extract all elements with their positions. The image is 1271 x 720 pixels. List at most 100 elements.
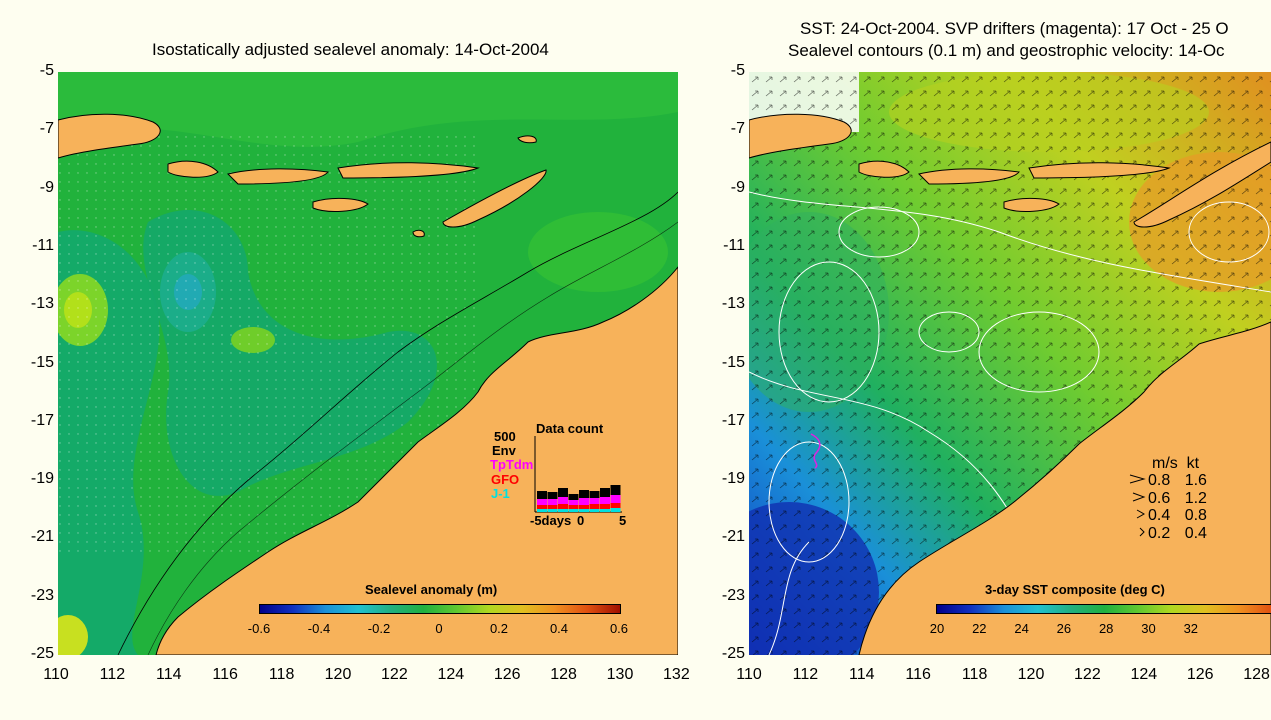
sst-colorbar-tick: 26 bbox=[1056, 621, 1072, 636]
data-count-bar bbox=[600, 497, 610, 504]
data-count-bar bbox=[589, 498, 600, 504]
left-x-tick: 126 bbox=[493, 666, 521, 683]
data-count-bar bbox=[547, 509, 558, 512]
data-count-bar bbox=[537, 505, 547, 509]
data-count-bar bbox=[547, 505, 558, 509]
flores-island bbox=[337, 162, 480, 179]
speed-kt-value: 0.4 bbox=[1180, 524, 1207, 542]
speed-ms-value: 0.4 bbox=[1148, 507, 1171, 524]
data-count-bar bbox=[568, 505, 579, 509]
left-y-tick: -9 bbox=[39, 178, 54, 196]
sealevel-colorbar-tick: 0.4 bbox=[549, 621, 569, 636]
data-count-bar bbox=[537, 499, 547, 505]
shelf-contour bbox=[117, 191, 678, 655]
timor-island-right bbox=[1133, 141, 1271, 228]
left-x-tick: 114 bbox=[156, 666, 182, 683]
speed-ms-value: 0.8 bbox=[1148, 472, 1171, 489]
left-y-tick: -23 bbox=[30, 586, 54, 604]
sealevel-colorbar-tick: 0 bbox=[435, 621, 443, 636]
sealevel-contours bbox=[749, 191, 1271, 655]
right-y-tick: -15 bbox=[721, 353, 745, 371]
left-x-tick: 120 bbox=[324, 666, 352, 683]
speed-legend-row: 0.6 1.2 bbox=[1128, 490, 1207, 508]
left-x-tick: 130 bbox=[606, 666, 634, 683]
islands-right bbox=[858, 160, 1171, 212]
left-x-tick: 110 bbox=[43, 666, 69, 683]
data-count-bar bbox=[547, 492, 558, 499]
right-x-tick: 126 bbox=[1186, 666, 1214, 683]
data-count-bars bbox=[534, 436, 622, 513]
sealevel-colorbar bbox=[259, 604, 621, 614]
left-x-tick: 112 bbox=[99, 666, 126, 683]
sst-colorbar-tick: 28 bbox=[1098, 621, 1114, 636]
left-y-tick: -5 bbox=[39, 62, 54, 79]
left-y-tick: -7 bbox=[39, 120, 54, 138]
small-island-1 bbox=[412, 229, 425, 238]
right-map-title-line1: SST: 24-Oct-2004. SVP drifters (magenta)… bbox=[800, 19, 1229, 38]
data-count-bar bbox=[600, 509, 610, 512]
data-count-bar bbox=[568, 494, 579, 500]
speed-legend-header: m/s kt bbox=[1152, 455, 1199, 473]
left-map-title: Isostatically adjusted sealevel anomaly:… bbox=[152, 40, 549, 59]
left-y-tick: -13 bbox=[30, 295, 54, 313]
left-y-tick: -19 bbox=[30, 470, 54, 488]
java-land bbox=[58, 113, 161, 159]
sumbawa-island bbox=[227, 168, 329, 185]
data-count-bar bbox=[579, 498, 589, 505]
speed-header-kt: kt bbox=[1186, 455, 1200, 472]
right-x-tick: 110 bbox=[736, 666, 762, 683]
speed-legend-row: 0.8 1.6 bbox=[1128, 472, 1207, 490]
data-count-bar bbox=[600, 488, 610, 497]
sst-map[interactable] bbox=[749, 72, 1271, 655]
right-map-title-line2: Sealevel contours (0.1 m) and geostrophi… bbox=[788, 41, 1225, 60]
sumba-island bbox=[312, 197, 369, 212]
timor-island bbox=[442, 169, 547, 228]
right-x-tick: 124 bbox=[1130, 666, 1158, 683]
right-x-tick: 120 bbox=[1017, 666, 1045, 683]
svp-drifter-track bbox=[810, 433, 821, 469]
right-y-tick: -13 bbox=[721, 295, 745, 313]
velocity-arrow-icon bbox=[1128, 525, 1148, 543]
sealevel-colorbar-tick: -0.4 bbox=[307, 621, 331, 636]
data-count-bar bbox=[558, 504, 568, 509]
velocity-arrow-icon bbox=[1128, 472, 1148, 490]
data-count-bar bbox=[579, 505, 589, 509]
speed-kt-value: 1.6 bbox=[1180, 472, 1207, 489]
data-count-bar bbox=[610, 485, 621, 495]
data-count-bar bbox=[558, 488, 568, 497]
sst-colorbar-tick: 22 bbox=[972, 621, 987, 636]
java-land-right bbox=[749, 113, 852, 159]
australia-land-right bbox=[858, 321, 1271, 655]
speed-ms-value: 0.6 bbox=[1148, 489, 1171, 507]
data-count-bar bbox=[579, 490, 589, 498]
sealevel-colorbar-tick: -0.2 bbox=[367, 621, 391, 636]
speed-legend-row: 0.2 0.4 bbox=[1128, 525, 1207, 543]
left-colorbar-label: Sealevel anomaly (m) bbox=[365, 582, 498, 597]
left-x-tick: 122 bbox=[381, 666, 408, 683]
sst-colorbar-tick: 32 bbox=[1183, 621, 1199, 636]
sealevel-anomaly-map[interactable] bbox=[58, 72, 678, 655]
data-count-bar bbox=[558, 497, 568, 504]
data-count-bar bbox=[600, 504, 610, 509]
right-y-tick: -21 bbox=[721, 528, 745, 546]
right-y-tick: -11 bbox=[723, 236, 745, 254]
data-count-max: 500 bbox=[494, 429, 516, 444]
right-x-tick: 112 bbox=[792, 666, 819, 683]
right-x-tick: 118 bbox=[961, 666, 988, 683]
anomaly-patch-positive-north bbox=[58, 72, 678, 147]
sst-colorbar bbox=[936, 604, 1271, 614]
data-count-bar bbox=[537, 491, 547, 499]
sealevel-colorbar-tick: 0.6 bbox=[609, 621, 629, 636]
shelf-contour-inner bbox=[147, 221, 678, 655]
left-y-tick: -17 bbox=[30, 411, 54, 429]
left-x-tick: 128 bbox=[550, 666, 577, 683]
left-y-tick: -15 bbox=[30, 353, 54, 371]
left-y-tick: -21 bbox=[30, 528, 54, 546]
right-x-tick: 116 bbox=[905, 666, 931, 683]
sst-colorbar-tick: 24 bbox=[1014, 621, 1029, 636]
anomaly-high-east bbox=[528, 212, 668, 292]
data-count-title: Data count bbox=[536, 421, 604, 436]
data-count-bar bbox=[610, 495, 621, 503]
speed-ms-value: 0.2 bbox=[1148, 524, 1171, 542]
data-count-bar bbox=[537, 509, 547, 512]
